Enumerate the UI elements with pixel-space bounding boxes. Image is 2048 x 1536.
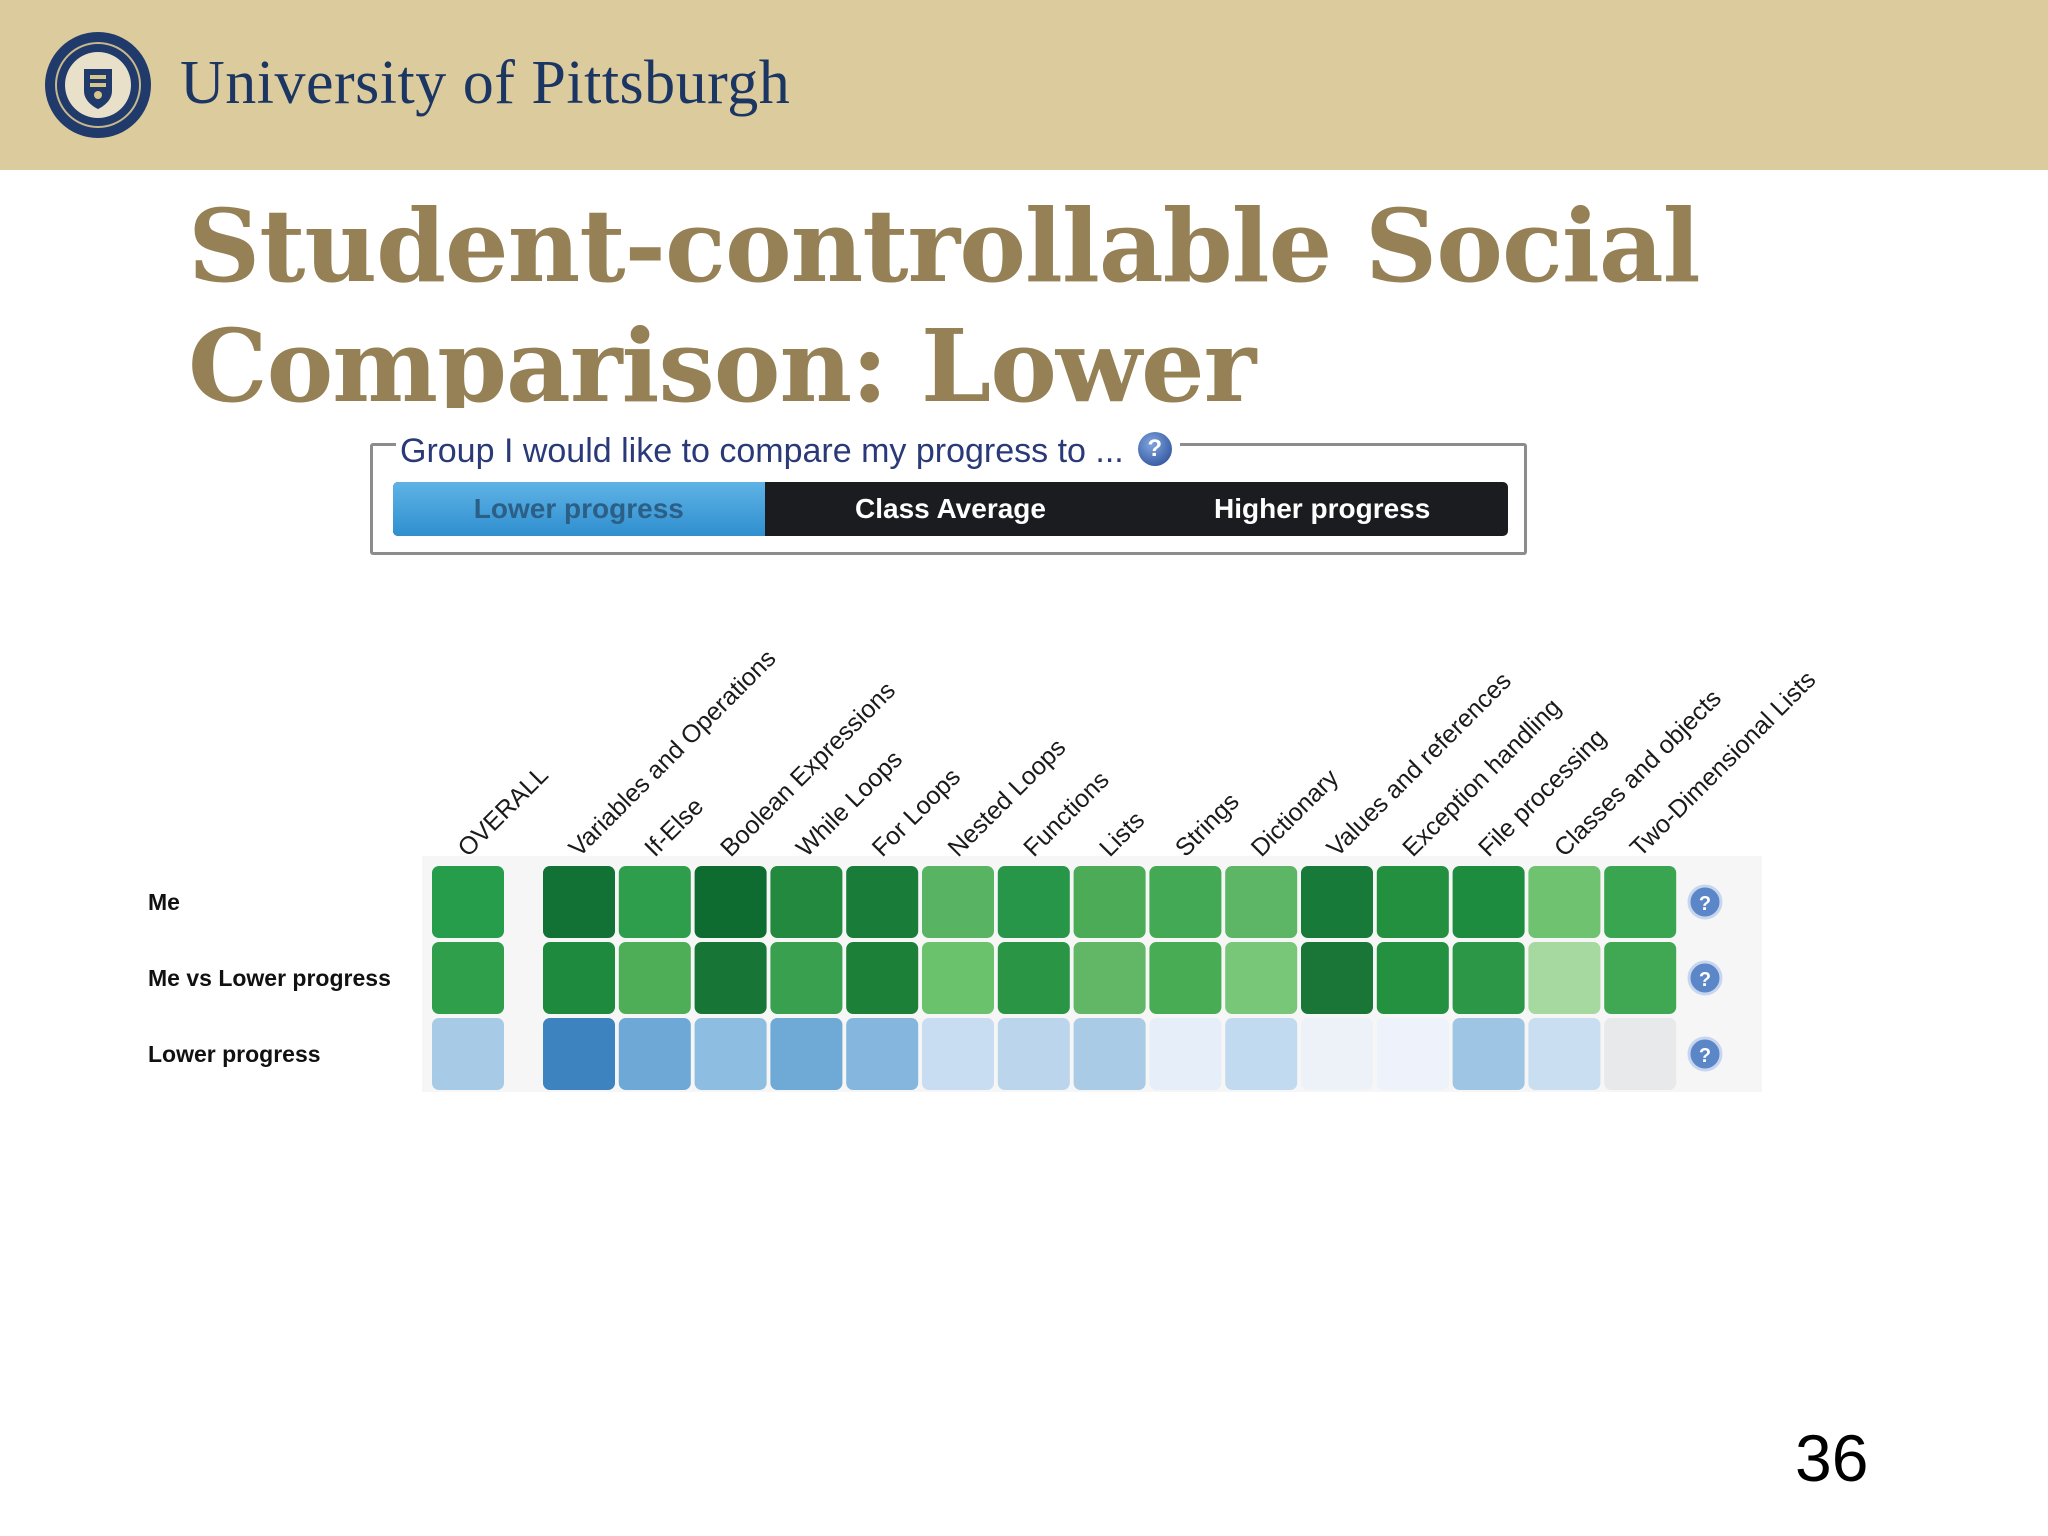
column-label: Strings bbox=[1170, 787, 1245, 862]
heatmap-cell[interactable] bbox=[432, 942, 504, 1014]
heatmap-cell[interactable] bbox=[1604, 1018, 1677, 1090]
heatmap-cell[interactable] bbox=[1452, 942, 1525, 1014]
option-higher-progress[interactable]: Higher progress bbox=[1214, 493, 1431, 524]
heatmap-cell[interactable] bbox=[922, 866, 994, 938]
heatmap-cell[interactable] bbox=[846, 1018, 919, 1090]
heatmap-cell[interactable] bbox=[922, 942, 994, 1014]
comparison-group-toggle: Lower progress Class Average Higher prog… bbox=[393, 482, 1508, 536]
column-label: File processing bbox=[1473, 724, 1612, 863]
heatmap-cell[interactable] bbox=[922, 1018, 994, 1090]
heatmap-cell[interactable] bbox=[997, 942, 1070, 1014]
heatmap-cell[interactable] bbox=[1301, 942, 1373, 1014]
svg-text:?: ? bbox=[1699, 1045, 1711, 1067]
heatmap-cell[interactable] bbox=[543, 942, 615, 1014]
heatmap-cell[interactable] bbox=[1452, 866, 1525, 938]
heatmap-cell[interactable] bbox=[1149, 942, 1222, 1014]
heatmap-cell[interactable] bbox=[1225, 866, 1298, 938]
help-icon[interactable]: ? bbox=[1137, 432, 1172, 466]
heatmap-cell[interactable] bbox=[1604, 866, 1677, 938]
row-label: Me vs Lower progress bbox=[148, 965, 391, 991]
heatmap-cell[interactable] bbox=[1149, 866, 1222, 938]
svg-text:?: ? bbox=[1699, 969, 1711, 991]
column-label: OVERALL bbox=[452, 761, 553, 862]
heatmap-cell[interactable] bbox=[1301, 1018, 1373, 1090]
heatmap-cell[interactable] bbox=[1376, 942, 1449, 1014]
heatmap-cell[interactable] bbox=[1149, 1018, 1222, 1090]
heatmap-cell[interactable] bbox=[543, 1018, 615, 1090]
university-name: University of Pittsburgh bbox=[180, 49, 791, 117]
header-band: University of Pittsburgh bbox=[0, 0, 2048, 170]
heatmap-cell[interactable] bbox=[543, 866, 615, 938]
heatmap-cell[interactable] bbox=[432, 866, 504, 938]
heatmap-cell[interactable] bbox=[770, 942, 843, 1014]
heatmap-cell[interactable] bbox=[694, 942, 767, 1014]
heatmap-cell[interactable] bbox=[432, 1018, 504, 1090]
group-selector-legend-text: Group I would like to compare my progres… bbox=[400, 432, 1124, 470]
heatmap-cell[interactable] bbox=[770, 1018, 843, 1090]
heatmap-cell[interactable] bbox=[770, 866, 843, 938]
heatmap-cell[interactable] bbox=[1301, 866, 1373, 938]
help-icon[interactable]: ? bbox=[1687, 960, 1723, 996]
heatmap-cell[interactable] bbox=[1528, 942, 1601, 1014]
heatmap-cell[interactable] bbox=[1376, 866, 1449, 938]
heatmap-cell[interactable] bbox=[997, 1018, 1070, 1090]
column-label: If-Else bbox=[639, 792, 709, 862]
row-label: Me bbox=[148, 889, 180, 915]
heatmap-cell[interactable] bbox=[1225, 942, 1298, 1014]
heatmap-cell[interactable] bbox=[1073, 942, 1146, 1014]
heatmap-cell[interactable] bbox=[694, 866, 767, 938]
option-lower-progress[interactable]: Lower progress bbox=[393, 482, 765, 536]
heatmap-cell[interactable] bbox=[618, 1018, 691, 1090]
option-class-average[interactable]: Class Average bbox=[855, 493, 1046, 524]
column-label: Lists bbox=[1094, 806, 1150, 862]
help-icon[interactable]: ? bbox=[1687, 1036, 1723, 1072]
university-seal-icon bbox=[45, 32, 151, 138]
heatmap-cell[interactable] bbox=[1073, 1018, 1146, 1090]
heatmap-cell[interactable] bbox=[1376, 1018, 1449, 1090]
group-selector-legend: Group I would like to compare my progres… bbox=[396, 428, 1180, 474]
heatmap-cell[interactable] bbox=[1225, 1018, 1298, 1090]
heatmap-cell[interactable] bbox=[1452, 1018, 1525, 1090]
heatmap-cell[interactable] bbox=[618, 942, 691, 1014]
heatmap-cell[interactable] bbox=[618, 866, 691, 938]
heatmap-cell[interactable] bbox=[1528, 866, 1601, 938]
heatmap-cell[interactable] bbox=[846, 942, 919, 1014]
heatmap-cell[interactable] bbox=[694, 1018, 767, 1090]
heatmap-cell[interactable] bbox=[1604, 942, 1677, 1014]
svg-text:?: ? bbox=[1699, 893, 1711, 915]
row-label: Lower progress bbox=[148, 1041, 321, 1067]
slide-title: Student-controllable Social Comparison: … bbox=[188, 187, 1701, 408]
page-number: 36 bbox=[1795, 1421, 1869, 1495]
heatmap-cell[interactable] bbox=[1073, 866, 1146, 938]
heatmap-cell[interactable] bbox=[997, 866, 1070, 938]
help-icon[interactable]: ? bbox=[1687, 884, 1723, 920]
heatmap-cell[interactable] bbox=[1528, 1018, 1601, 1090]
heatmap-cell[interactable] bbox=[846, 866, 919, 938]
